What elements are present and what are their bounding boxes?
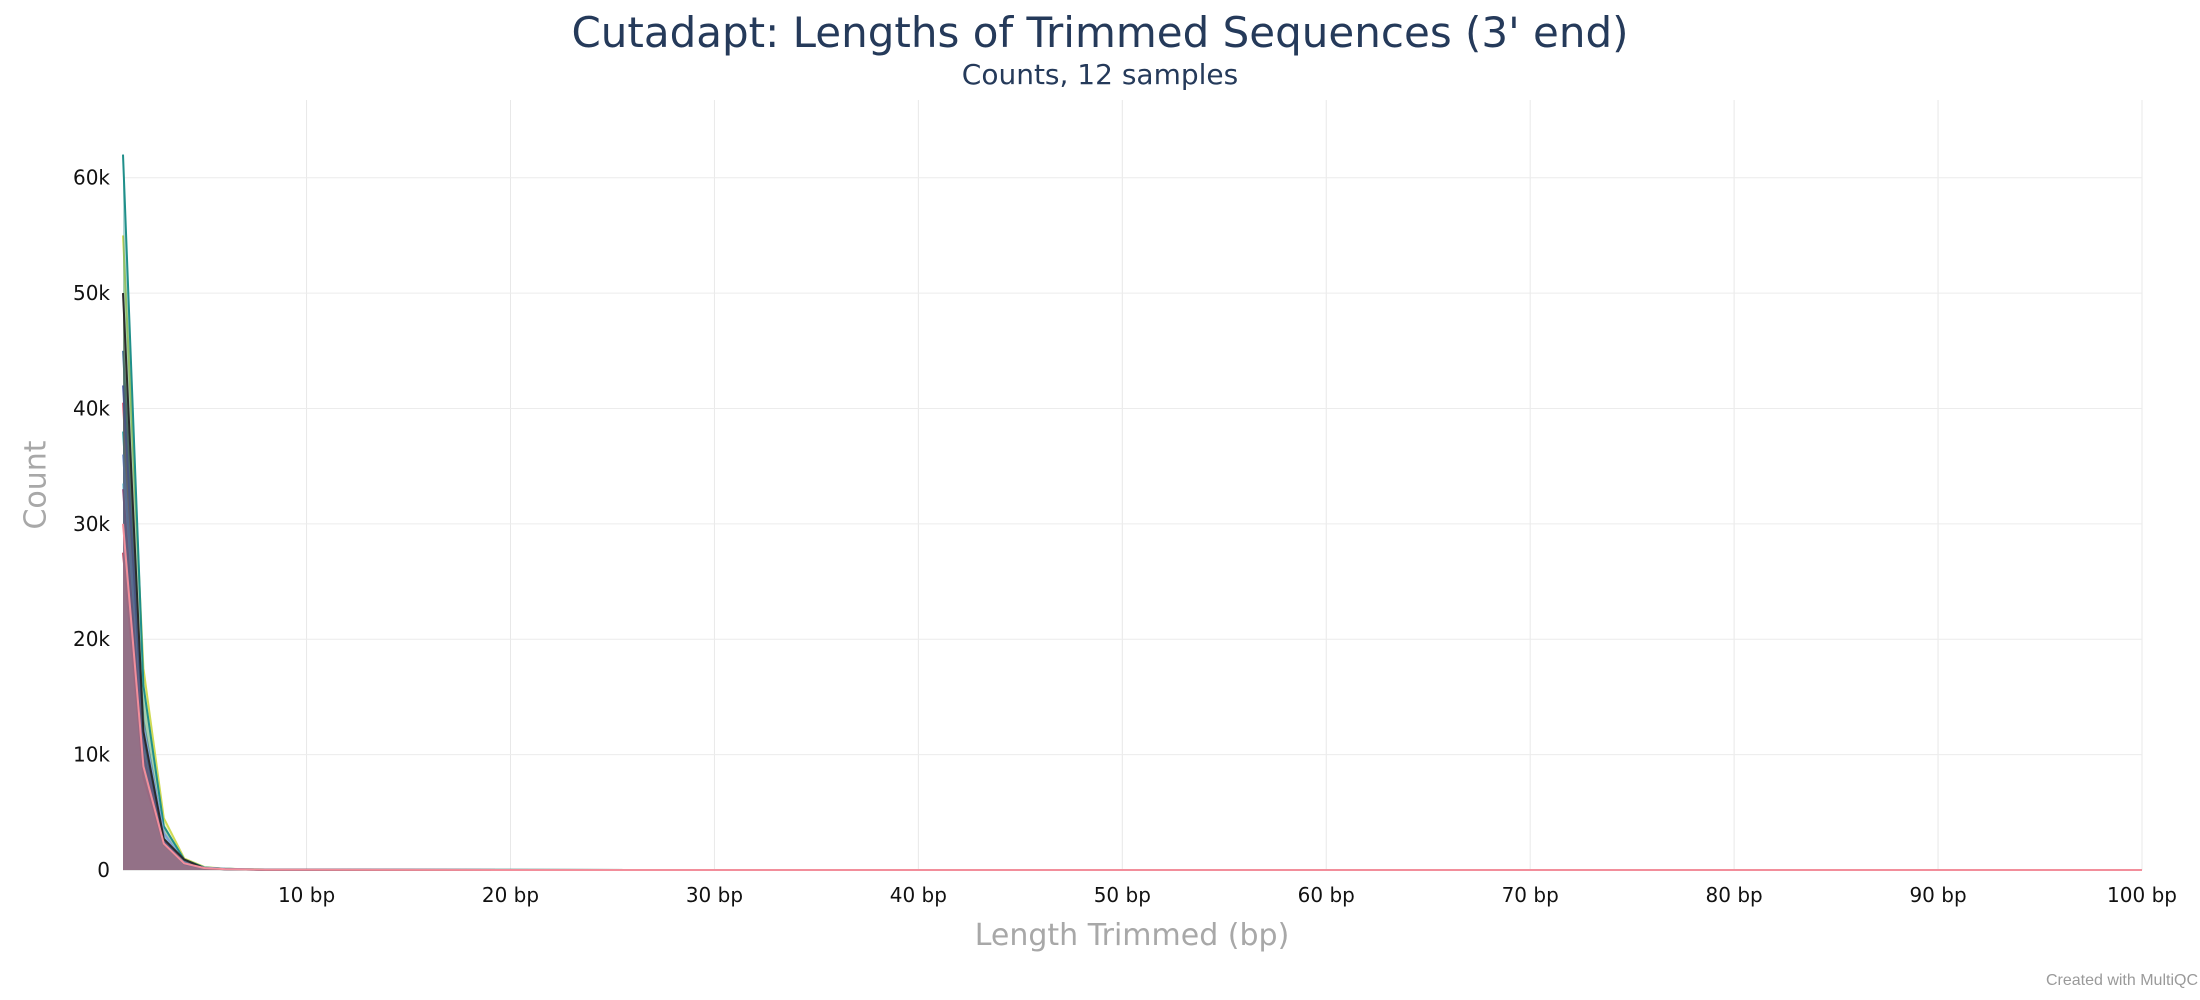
series-area: [123, 402, 2142, 870]
series-line: [122, 235, 2142, 871]
series-area: [123, 293, 2142, 871]
series-area: [123, 523, 2142, 870]
chart-title: Cutadapt: Lengths of Trimmed Sequences (…: [571, 8, 1629, 57]
series-line: [122, 431, 2142, 871]
x-tick-label: 40 bp: [890, 883, 947, 907]
series-line: [122, 350, 2142, 871]
series-area: [123, 235, 2142, 870]
series-line: [122, 154, 2142, 871]
y-tick-label: 0: [97, 858, 110, 882]
series-area: [123, 431, 2142, 870]
series-area: [123, 489, 2142, 870]
x-axis-ticks: 10 bp 20 bp 30 bp 40 bp 50 bp 60 bp 70 bp 80 bp…: [278, 883, 2177, 907]
x-tick-label: 30 bp: [686, 883, 743, 907]
series-line: [122, 454, 2142, 871]
x-tick-label: 10 bp: [278, 883, 335, 907]
series-line: [122, 385, 2142, 871]
y-tick-label: 10k: [73, 743, 110, 767]
series-area: [123, 350, 2142, 870]
x-tick-label: 50 bp: [1094, 883, 1151, 907]
y-axis-ticks: 0 10k 20k 30k 40k 50k 60k: [73, 166, 110, 882]
y-tick-label: 30k: [73, 512, 110, 536]
chart-subtitle: Counts, 12 samples: [961, 58, 1239, 91]
series-area: [123, 154, 2142, 871]
series-area: [123, 552, 2142, 870]
x-tick-label: 60 bp: [1298, 883, 1355, 907]
x-axis-label: Length Trimmed (bp): [974, 918, 1290, 953]
series-line: [122, 523, 2142, 871]
y-tick-label: 60k: [73, 166, 110, 190]
x-tick-label: 90 bp: [1909, 883, 1966, 907]
series-layer: [122, 154, 2142, 871]
series-line: [122, 293, 2142, 871]
x-tick-label: 80 bp: [1706, 883, 1763, 907]
series-line: [122, 489, 2142, 871]
series-line: [122, 402, 2142, 871]
x-tick-label: 20 bp: [482, 883, 539, 907]
series-area: [123, 483, 2142, 870]
y-tick-label: 50k: [73, 281, 110, 305]
credit-text: Created with MultiQC: [2045, 972, 2198, 989]
series-line: [122, 483, 2142, 871]
y-tick-label: 20k: [73, 627, 110, 651]
y-tick-label: 40k: [73, 396, 110, 420]
series-area: [123, 385, 2142, 870]
x-tick-label: 70 bp: [1502, 883, 1559, 907]
x-tick-label: 100 bp: [2107, 883, 2177, 907]
series-line: [122, 552, 2142, 871]
series-area: [123, 454, 2142, 870]
grid-lines: [123, 100, 2143, 871]
